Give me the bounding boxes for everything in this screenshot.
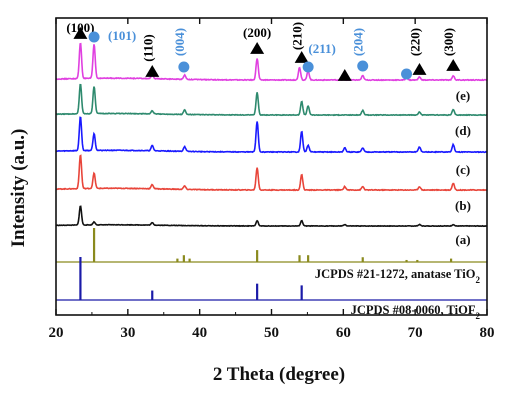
peak-annotation: (300)	[441, 28, 461, 71]
peak-annotation: (210)	[290, 22, 309, 63]
peak-annotation: (101)	[88, 28, 136, 43]
circle-marker	[401, 68, 413, 80]
peak-annotation: (211)	[302, 41, 336, 73]
x-tick-label: 70	[408, 325, 423, 341]
peak-annotation: (220)	[407, 28, 427, 75]
peak-annotation: (200)	[243, 25, 271, 54]
peak-label: (100)	[66, 20, 94, 35]
triangle-marker	[250, 42, 265, 54]
x-tick-label: 60	[336, 325, 351, 341]
peak-label: (101)	[108, 28, 136, 43]
series-b: (b)	[55, 198, 488, 228]
pattern-curve	[55, 42, 488, 82]
pattern-curve	[55, 83, 488, 117]
x-tick-label: 40	[192, 325, 207, 341]
circle-marker	[88, 31, 100, 43]
peak-annotation: (004)	[172, 28, 190, 73]
series-f	[55, 42, 488, 82]
peak-annotation: (100)	[66, 20, 95, 39]
peak-label: (220)	[407, 28, 422, 56]
circle-marker	[302, 61, 314, 73]
series-TiOF2: JCPDS #08-0060, TiOF2	[56, 257, 487, 321]
peak-label: (204)	[351, 28, 366, 56]
peak-label: (211)	[308, 41, 335, 56]
circle-marker	[178, 61, 190, 73]
peak-label: (004)	[172, 28, 187, 56]
reference-label-subscript: 2	[476, 311, 481, 321]
peak-annotation: (110)	[140, 34, 160, 77]
circle-marker	[357, 60, 369, 72]
x-tick-label: 80	[480, 325, 495, 341]
triangle-marker	[294, 51, 309, 63]
x-tick-label: 30	[120, 325, 135, 341]
triangle-marker	[412, 63, 427, 75]
x-axis-title: 2 Theta (degree)	[213, 364, 345, 385]
peak-annotation: (204)	[351, 28, 369, 72]
y-axis-title: Intensity (a.u.)	[8, 129, 29, 248]
pattern-curve	[55, 154, 488, 192]
peak-label: (200)	[243, 25, 271, 40]
series-e: (e)	[55, 83, 488, 117]
pattern-curve	[55, 116, 488, 154]
series-label: (c)	[456, 162, 470, 177]
triangle-marker	[73, 27, 88, 39]
series-label: (d)	[455, 123, 471, 138]
reference-label-subscript: 2	[476, 275, 481, 285]
series-a: (a) JCPDS #21-1272, anatase TiO2	[56, 228, 487, 285]
series-label: (a)	[455, 232, 470, 247]
chart-peak-markers: (100) (101) (110) (004) (200) (210) (211) (204)…	[66, 20, 461, 81]
triangle-marker	[446, 59, 461, 71]
series-label: (b)	[455, 198, 471, 213]
triangle-marker	[145, 65, 160, 77]
x-tick-label: 50	[264, 325, 279, 341]
peak-label: (110)	[140, 34, 155, 61]
peak-annotation	[337, 69, 352, 81]
reference-label: JCPDS #21-1272, anatase TiO2	[315, 267, 481, 285]
x-tick-label: 20	[49, 325, 64, 341]
series-c: (c)	[55, 154, 488, 192]
triangle-marker	[337, 69, 352, 81]
series-d: (d)	[55, 116, 488, 154]
chart-axes: 20 30 40 50 60 70 80	[49, 17, 495, 341]
peak-annotation	[401, 68, 413, 80]
pattern-curve	[55, 205, 488, 228]
peak-label: (210)	[290, 22, 305, 50]
series-label: (e)	[456, 88, 470, 103]
peak-label: (300)	[441, 28, 456, 56]
